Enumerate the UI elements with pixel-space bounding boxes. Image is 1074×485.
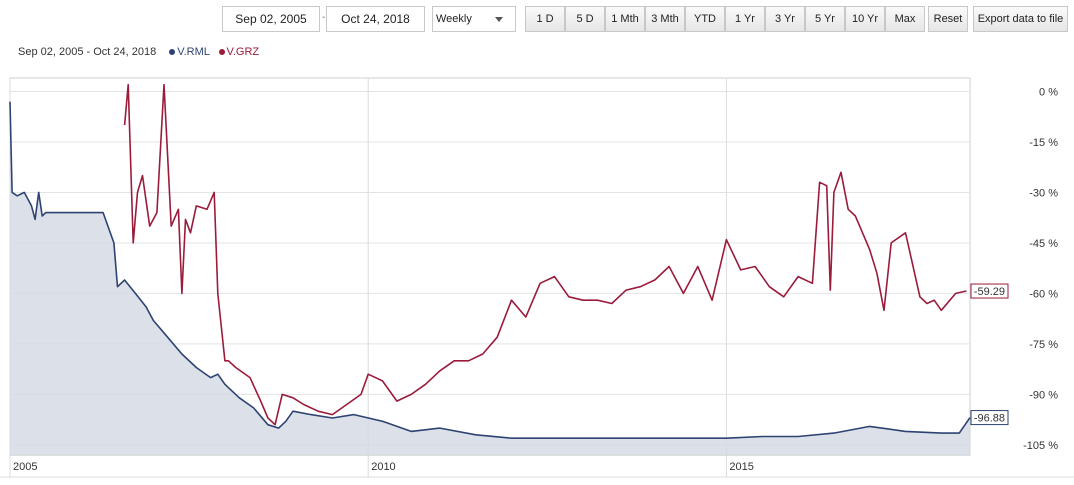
start-date-input[interactable]: Sep 02, 2005 bbox=[222, 6, 320, 32]
last-value-box bbox=[970, 283, 1009, 299]
range-button-max[interactable]: Max bbox=[885, 6, 925, 32]
legend-date-range: Sep 02, 2005 - Oct 24, 2018 bbox=[18, 46, 157, 58]
y-tick-label: 0 % bbox=[1039, 86, 1058, 98]
reset-button[interactable]: Reset bbox=[928, 6, 968, 32]
range-button-ytd[interactable]: YTD bbox=[685, 6, 725, 32]
chart-legend: Sep 02, 2005 - Oct 24, 2018 V.RML V.GRZ bbox=[18, 46, 259, 58]
range-button-1yr[interactable]: 1 Yr bbox=[725, 6, 765, 32]
series-area-v-rml bbox=[10, 101, 970, 455]
legend-dot-grz bbox=[218, 48, 225, 55]
series-line-v-rml bbox=[9, 101, 971, 439]
date-separator: - bbox=[322, 12, 326, 23]
last-value-label: -59.29 bbox=[974, 286, 1005, 298]
legend-label-grz[interactable]: V.GRZ bbox=[226, 46, 260, 58]
range-button-3mth[interactable]: 3 Mth bbox=[645, 6, 685, 32]
frequency-value: Weekly bbox=[436, 13, 472, 25]
y-tick-label: -15 % bbox=[1029, 137, 1058, 149]
y-tick-label: -30 % bbox=[1029, 187, 1058, 199]
range-button-1mth[interactable]: 1 Mth bbox=[605, 6, 645, 32]
range-button-5d[interactable]: 5 D bbox=[565, 6, 605, 32]
frequency-select[interactable]: Weekly bbox=[432, 6, 516, 32]
x-tick-label: 2015 bbox=[729, 461, 753, 473]
legend-dot-rml bbox=[169, 48, 176, 55]
y-tick-label: -75 % bbox=[1029, 339, 1058, 351]
last-value-box bbox=[970, 410, 1009, 426]
x-tick-label: 2005 bbox=[13, 461, 37, 473]
range-button-1d[interactable]: 1 D bbox=[525, 6, 565, 32]
y-tick-label: -60 % bbox=[1029, 288, 1058, 300]
range-button-10yr[interactable]: 10 Yr bbox=[845, 6, 885, 32]
range-button-3yr[interactable]: 3 Yr bbox=[765, 6, 805, 32]
range-button-5yr[interactable]: 5 Yr bbox=[805, 6, 845, 32]
y-tick-label: -90 % bbox=[1029, 389, 1058, 401]
export-data-button[interactable]: Export data to file bbox=[973, 6, 1068, 32]
legend-label-rml[interactable]: V.RML bbox=[177, 46, 210, 58]
dropdown-arrow-icon bbox=[495, 17, 503, 22]
series-line-v-grz bbox=[123, 83, 967, 426]
y-tick-label: -105 % bbox=[1023, 440, 1058, 452]
x-tick-label: 2010 bbox=[371, 461, 395, 473]
y-tick-label: -45 % bbox=[1029, 238, 1058, 250]
last-value-label: -96.88 bbox=[974, 413, 1005, 425]
end-date-input[interactable]: Oct 24, 2018 bbox=[326, 6, 425, 32]
